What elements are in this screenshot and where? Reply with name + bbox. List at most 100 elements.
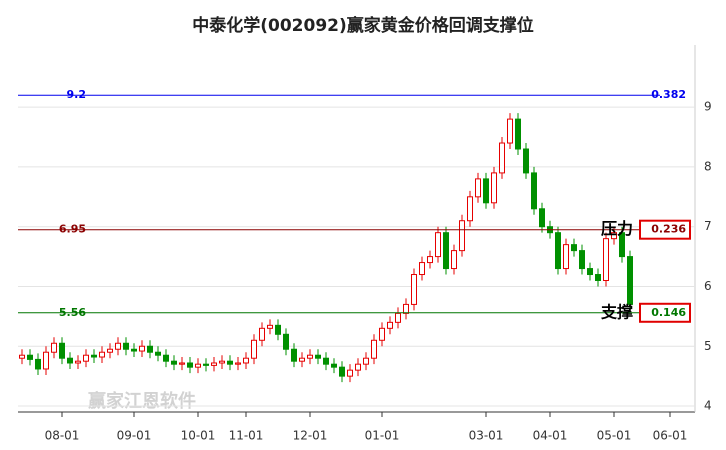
candle-body	[627, 256, 633, 305]
chart-title: 中泰化学(002092)赢家黄金价格回调支撑位	[192, 15, 534, 36]
candle-body	[539, 208, 545, 228]
candle-body	[571, 244, 577, 252]
candle-body	[411, 274, 417, 305]
candle-body	[451, 250, 457, 270]
candle-body	[251, 339, 257, 359]
candle-body	[403, 303, 409, 314]
x-tick-label: 03-01	[469, 429, 504, 443]
candle-body	[19, 354, 25, 359]
candle-body	[155, 351, 161, 356]
watermark: 赢家江恩软件	[88, 390, 196, 412]
candle-body	[163, 354, 169, 362]
level-box	[639, 219, 691, 240]
candle-body	[563, 244, 569, 270]
candle-body	[235, 362, 241, 365]
candle-body	[515, 118, 521, 150]
candle-body	[491, 172, 497, 204]
level-note: 支撑	[600, 302, 633, 321]
candle-body	[299, 357, 305, 362]
y-tick-label: 4	[704, 399, 712, 413]
candle-body	[467, 196, 473, 222]
candle-body	[355, 363, 361, 371]
candle-body	[315, 354, 321, 359]
candle-body	[211, 362, 217, 366]
x-tick-label: 08-01	[45, 429, 80, 443]
x-tick-label: 05-01	[597, 429, 632, 443]
candle-body	[379, 327, 385, 341]
level-price-label: 6.95	[59, 223, 86, 236]
candle-body	[435, 232, 441, 258]
candle-body	[427, 256, 433, 264]
candle-body	[43, 351, 49, 370]
level-ratio-label: 0.236	[651, 223, 686, 236]
candle-body	[619, 232, 625, 258]
candle-body	[323, 357, 329, 365]
x-tick-label: 12-01	[293, 429, 328, 443]
candle-body	[147, 345, 153, 353]
candle-body	[419, 262, 425, 276]
candle-body	[611, 232, 617, 240]
candle-body	[275, 324, 281, 335]
y-tick-label: 7	[704, 219, 712, 233]
x-tick-label: 04-01	[533, 429, 568, 443]
candle-body	[219, 360, 225, 364]
candle-body	[587, 268, 593, 276]
candle-body	[139, 345, 145, 352]
candle-body	[83, 354, 89, 362]
candle-body	[195, 363, 201, 368]
candle-body	[227, 360, 233, 365]
x-tick-label: 09-01	[117, 429, 152, 443]
candle-body	[267, 324, 273, 329]
candle-body	[395, 312, 401, 323]
candle-body	[443, 232, 449, 270]
candle-body	[371, 339, 377, 359]
candle-body	[499, 142, 505, 174]
candle-body	[331, 363, 337, 368]
candle-body	[291, 348, 297, 362]
candle-body	[59, 342, 65, 359]
x-tick-label: 01-01	[365, 429, 400, 443]
candle-body	[283, 333, 289, 350]
candle-body	[483, 178, 489, 204]
candle-body	[387, 321, 393, 329]
level-price-label: 9.2	[67, 88, 87, 101]
level-ratio-label: 0.382	[651, 88, 686, 101]
candle-body	[347, 369, 353, 377]
x-tick-label: 06-01	[653, 429, 688, 443]
candle-body	[35, 358, 41, 370]
candle-body	[579, 250, 585, 270]
x-tick-label: 11-01	[229, 429, 264, 443]
candle-body	[307, 354, 313, 359]
candle-body	[131, 348, 137, 352]
candle-body	[107, 348, 113, 353]
candle-body	[179, 362, 185, 365]
level-box	[639, 302, 691, 323]
y-tick-label: 5	[704, 339, 712, 353]
candle-body	[171, 360, 177, 365]
candle-body	[363, 357, 369, 365]
candle-body	[339, 366, 345, 377]
y-tick-label: 9	[704, 100, 712, 114]
candle-body	[475, 178, 481, 198]
candle-body	[595, 274, 601, 282]
candle-body	[123, 342, 129, 350]
candle-body	[243, 357, 249, 364]
candle-body	[91, 354, 97, 358]
candle-body	[99, 351, 105, 358]
candle-body	[115, 342, 121, 350]
candle-body	[459, 220, 465, 252]
candle-body	[75, 360, 81, 364]
candle-body	[603, 238, 609, 282]
candle-body	[259, 327, 265, 341]
candle-body	[555, 232, 561, 270]
candle-body	[27, 354, 33, 360]
candle-body	[507, 118, 513, 144]
candle-body	[203, 363, 209, 366]
level-price-label: 5.56	[59, 306, 86, 319]
y-tick-label: 8	[704, 159, 712, 173]
candle-body	[523, 148, 529, 174]
candle-body	[51, 342, 57, 353]
y-tick-label: 6	[704, 279, 712, 293]
